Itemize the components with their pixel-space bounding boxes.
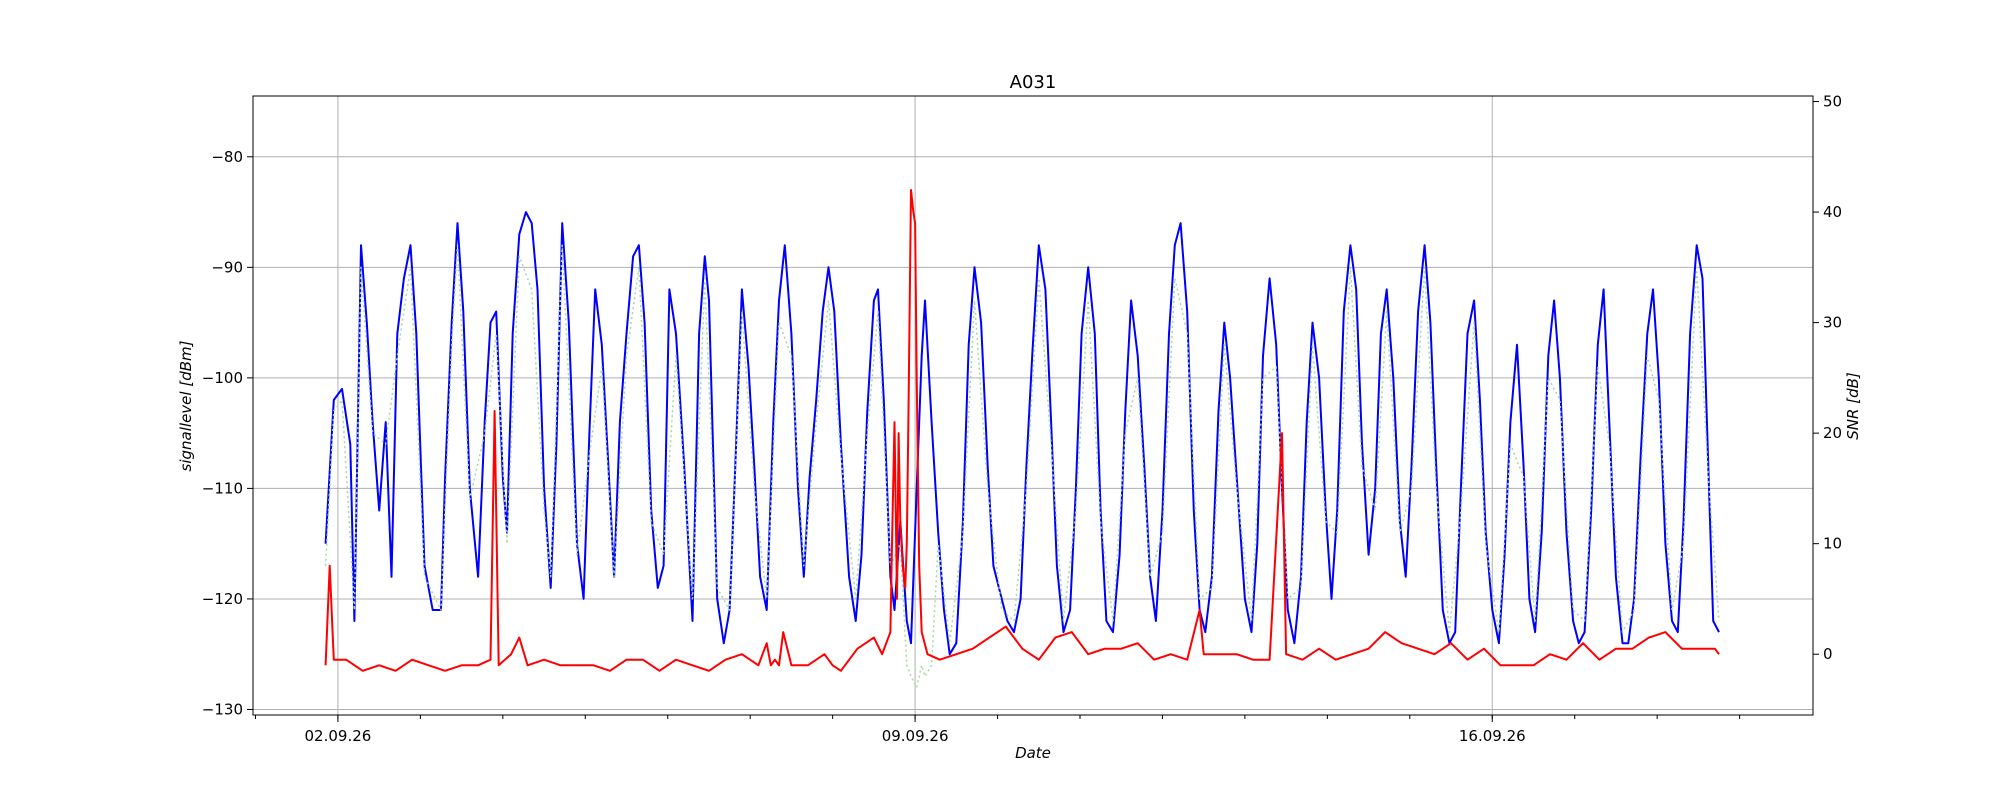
x-tick-label: 09.09.26: [882, 727, 949, 745]
left-tick-label: −80: [211, 148, 243, 166]
y-axis-right-label: SNR [dB]: [1844, 372, 1862, 440]
plot-frame: [252, 95, 1814, 716]
left-tick-label: −130: [202, 700, 243, 718]
left-axis-ticks: −130 −120 −110 −100 −90 −80: [202, 148, 253, 718]
right-tick-label: 10: [1823, 535, 1842, 553]
series-line-1: [324, 244, 1720, 689]
left-tick-label: −120: [202, 590, 243, 608]
right-tick-label: 50: [1823, 93, 1842, 111]
chart-title: A031: [1010, 72, 1057, 93]
x-tick-label: 02.09.26: [305, 727, 372, 745]
right-tick-label: 20: [1823, 424, 1842, 442]
right-tick-label: 30: [1823, 314, 1842, 332]
right-tick-label: 0: [1823, 645, 1833, 663]
right-tick-label: 40: [1823, 203, 1842, 221]
series-line-2: [324, 189, 1720, 672]
left-tick-label: −110: [202, 479, 243, 497]
chart-series-group: [324, 189, 1720, 689]
left-tick-label: −90: [211, 258, 243, 276]
x-axis-ticks: 02.09.26 09.09.26 16.09.26: [254, 715, 1741, 745]
left-tick-label: −100: [202, 369, 243, 387]
chart-grid: [253, 96, 1813, 715]
right-axis-ticks: 0 10 20 30 40 50: [1813, 93, 1842, 663]
y-axis-left-label: signallevel [dBm]: [177, 340, 195, 471]
series-line-0: [324, 211, 1720, 656]
x-axis-label: Date: [1015, 744, 1051, 762]
x-tick-label: 16.09.26: [1459, 727, 1526, 745]
